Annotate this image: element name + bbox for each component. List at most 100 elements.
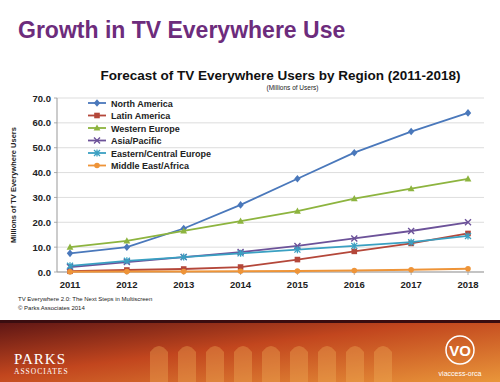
grid-line xyxy=(57,172,484,173)
marker-triangle xyxy=(237,217,244,223)
marker-diamond xyxy=(94,99,100,107)
x-tick-label: 2017 xyxy=(401,279,422,290)
legend-label: Latin America xyxy=(111,111,171,121)
marker-circle xyxy=(67,269,73,275)
slide: Growth in TV Everywhere Use Forecast of T… xyxy=(0,0,500,382)
legend-label: Eastern/Central Europe xyxy=(111,149,211,159)
x-tick-label: 2018 xyxy=(457,279,478,290)
marker-diamond xyxy=(408,128,414,136)
y-tick-label: 10.0 xyxy=(33,242,52,253)
heading: Growth in TV Everywhere Use xyxy=(18,17,345,43)
x-tick-label: 2015 xyxy=(287,279,309,290)
marker-star xyxy=(465,232,471,239)
marker-circle xyxy=(124,269,130,275)
legend-label: Asia/Pacific xyxy=(111,136,162,146)
footer-arch xyxy=(206,346,224,382)
legend-label: Western Europe xyxy=(111,124,180,134)
marker-x xyxy=(94,138,100,144)
chart-subtitle: (Millions of Users) xyxy=(266,84,318,92)
marker-triangle xyxy=(408,185,415,191)
marker-star xyxy=(124,257,130,264)
marker-diamond xyxy=(237,201,243,209)
marker-circle xyxy=(181,269,187,275)
marker-triangle xyxy=(294,208,301,214)
copyright: © Parks Associates 2014 xyxy=(18,305,85,311)
logo-left: ASSOCIATES xyxy=(14,367,69,376)
footer-band xyxy=(0,320,500,382)
y-tick-label: 0.0 xyxy=(38,267,51,278)
marker-circle xyxy=(238,268,244,274)
marker-star xyxy=(181,254,187,261)
legend: North America Latin America Western Europe… xyxy=(88,99,211,172)
footer-arch xyxy=(234,346,252,382)
chart-title: Forecast of TV Everywhere Users by Regio… xyxy=(100,68,460,83)
y-tick-label: 60.0 xyxy=(33,117,52,128)
x-tick-label: 2016 xyxy=(344,279,365,290)
marker-circle xyxy=(351,268,357,274)
series-line xyxy=(70,233,468,271)
marker-triangle xyxy=(123,237,130,243)
marker-square xyxy=(351,249,357,255)
marker-star xyxy=(67,262,73,269)
footer-arch xyxy=(150,346,168,382)
logo-right-ring xyxy=(446,336,474,364)
y-axis xyxy=(57,98,58,272)
logo-right: viaccess-orca xyxy=(439,370,482,377)
footer-arch xyxy=(178,346,196,382)
grid-line xyxy=(57,197,484,198)
marker-triangle xyxy=(180,227,187,233)
marker-triangle xyxy=(465,175,472,181)
footer-rule xyxy=(0,320,500,323)
series-line xyxy=(70,236,468,266)
marker-circle xyxy=(408,267,414,273)
footer-arch xyxy=(262,346,280,382)
marker-x xyxy=(351,235,357,241)
x-tick-label: 2014 xyxy=(230,279,252,290)
marker-x xyxy=(465,219,471,225)
marker-triangle xyxy=(351,195,358,201)
y-tick-label: 40.0 xyxy=(33,167,52,178)
x-tick-label: 2012 xyxy=(116,279,137,290)
series-line xyxy=(70,222,468,267)
marker-diamond xyxy=(124,243,130,251)
grid-line xyxy=(57,222,484,223)
source: TV Everywhere 2.0: The Next Steps in Mul… xyxy=(18,296,152,302)
x-tick xyxy=(468,272,469,275)
series-line xyxy=(70,113,468,253)
marker-circle xyxy=(295,268,301,274)
series-line xyxy=(70,269,468,272)
marker-square xyxy=(94,113,100,119)
marker-star xyxy=(238,250,244,257)
marker-diamond xyxy=(67,250,73,258)
marker-circle xyxy=(465,266,471,272)
legend-label: Middle East/Africa xyxy=(111,161,190,171)
marker-square xyxy=(295,257,301,263)
marker-star xyxy=(94,150,100,157)
x-tick-label: 2011 xyxy=(60,279,81,290)
marker-star xyxy=(408,239,414,246)
footer-arch xyxy=(290,346,308,382)
y-axis-label: Millions of TV Everywhere Users xyxy=(9,127,18,243)
legend-label: North America xyxy=(111,99,174,109)
marker-star xyxy=(294,246,300,253)
marker-x xyxy=(408,228,414,234)
series-line xyxy=(70,179,468,247)
footer-arch xyxy=(346,346,364,382)
marker-triangle xyxy=(67,244,74,250)
footer: PARKSASSOCIATES VO viaccess-orca xyxy=(0,320,500,382)
y-tick-label: 50.0 xyxy=(33,142,52,153)
footer-arch xyxy=(318,346,336,382)
marker-diamond xyxy=(351,149,357,157)
plot-area xyxy=(67,109,472,274)
logo-right-mark: VO xyxy=(449,342,471,359)
marker-star xyxy=(351,242,357,249)
footer-arch xyxy=(374,346,392,382)
logo-left: PARKS xyxy=(14,351,66,367)
y-tick-label: 20.0 xyxy=(33,217,52,228)
marker-diamond xyxy=(294,175,300,183)
x-tick-label: 2013 xyxy=(173,279,194,290)
marker-circle xyxy=(94,163,100,169)
y-tick-label: 30.0 xyxy=(33,192,52,203)
y-tick-label: 70.0 xyxy=(33,93,52,104)
marker-diamond xyxy=(465,109,471,117)
